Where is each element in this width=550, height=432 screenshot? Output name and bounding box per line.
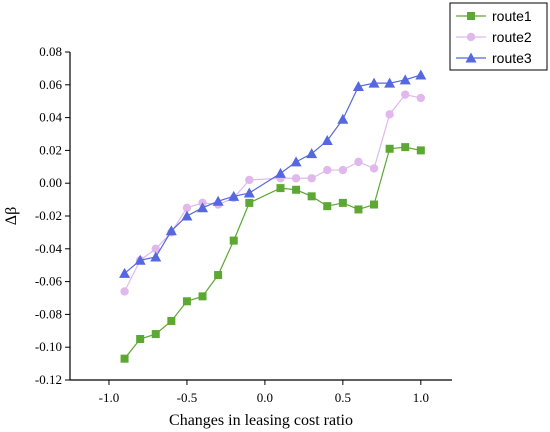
route2-point [307,174,316,183]
route1-point [323,202,332,211]
series-route1 [120,143,425,363]
x-tick-label: -0.5 [177,390,198,405]
route3-point [119,267,131,278]
y-tick-label: 0.06 [39,77,62,92]
y-tick-label: 0.02 [39,142,62,157]
series-route2 [120,90,426,296]
legend-item-route1: route1 [456,8,532,24]
route3-point [337,113,349,124]
route2-point [151,244,160,253]
legend-marker [466,32,476,42]
route3-point [243,187,255,198]
x-axis-title: Changes in leasing cost ratio [169,412,353,429]
route3-point [399,74,411,85]
route1-point [276,184,285,193]
route1-point [198,292,207,301]
route1-point [151,330,160,339]
route2-point [354,157,363,167]
route2-point [323,165,332,175]
route1-point [182,297,191,306]
legend-item-route2: route2 [456,29,532,45]
series-route3 [119,69,427,278]
route3-line [124,74,422,274]
axes: -0.12 -0.10 -0.08 -0.06 -0.04 -0.02 0.00 0.02 0.… [35,44,452,405]
y-tick-label: 0.00 [39,175,62,190]
route3-point [352,80,364,91]
route3-point [228,190,240,201]
route1-point [338,198,347,207]
route3-point [197,202,209,213]
legend-label: route1 [492,8,532,24]
route3-point [321,135,333,146]
y-tick-label: -0.06 [35,274,63,289]
legend-label: route2 [492,29,532,45]
legend-label: route3 [492,50,532,66]
route1-point [401,143,410,152]
route1-point [245,198,254,207]
route2-point [120,287,129,296]
route3-point [165,225,177,236]
route3-point [384,77,396,88]
route1-point [120,354,129,363]
x-tick-label: -1.0 [99,390,120,405]
route3-point [150,251,162,262]
route3-point [134,254,146,265]
route2-point [401,90,410,99]
route1-point [416,146,425,155]
y-tick-label: 0.04 [39,110,62,125]
route2-line [124,93,421,292]
x-tick-label: 1.0 [413,390,429,405]
route1-point [229,236,238,245]
route1-point [214,271,223,280]
route2-point [291,174,301,183]
y-tick-label: -0.04 [35,241,63,256]
route3-point [415,69,427,80]
legend-marker [467,12,475,20]
route3-point [212,195,224,206]
legend: route1 route2 route3 [449,2,548,71]
route2-point [369,164,379,173]
route3-point [181,210,193,221]
route2-point [385,110,394,119]
route2-point [245,175,254,185]
route3-point [290,156,302,167]
legend-item-route3: route3 [456,50,532,66]
route1-point [354,205,363,214]
route1-point [167,316,176,325]
x-tick-label: 0.0 [257,390,273,405]
series-layer [119,69,427,363]
route1-point [136,335,145,343]
y-tick-label: 0.08 [39,44,62,59]
y-tick-label: -0.02 [35,208,62,223]
route3-point [368,77,380,88]
legend-marker [465,52,477,63]
route3-point [306,148,318,159]
route1-point [370,200,379,209]
route3-point [274,167,286,178]
route1-point [292,185,301,194]
y-tick-label: -0.08 [35,306,62,321]
y-tick-label: -0.10 [35,339,62,354]
y-axis-title: Δβ [3,207,20,225]
route2-point [182,203,192,212]
route2-point [416,93,426,103]
y-tick-label: -0.12 [35,372,62,387]
x-tick-label: 0.5 [335,390,351,405]
route1-point [385,144,394,153]
route1-point [307,192,316,201]
route2-point [338,165,348,175]
